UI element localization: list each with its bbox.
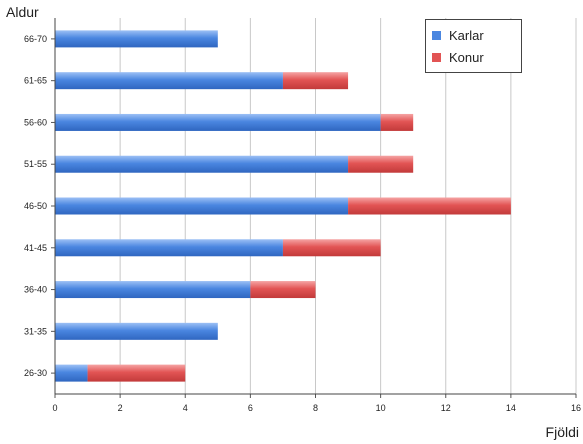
y-tick-label: 41-45: [24, 243, 47, 253]
y-tick-label: 46-50: [24, 201, 47, 211]
y-tick-labels: 26-30 31-35 36-40 41-45 46-50 51-55 56-60 61-65…: [24, 34, 47, 378]
bar-konur-51-55: [348, 155, 414, 173]
bars: [55, 30, 511, 382]
x-tick-label: 4: [183, 403, 188, 413]
y-tick-label: 51-55: [24, 159, 47, 169]
bar-karlar-56-60: [55, 113, 381, 131]
bar-karlar-61-65: [55, 72, 283, 90]
bar-konur-36-40: [250, 281, 316, 299]
bar-karlar-46-50: [55, 197, 349, 215]
bar-karlar-26-30: [55, 364, 88, 382]
bar-karlar-41-45: [55, 239, 283, 257]
legend-swatch-konur: [432, 52, 441, 62]
y-tick-label: 31-35: [24, 326, 47, 336]
bar-konur-26-30: [87, 364, 186, 382]
x-tick-label: 14: [506, 403, 516, 413]
bar-konur-61-65: [282, 72, 349, 90]
bar-konur-41-45: [282, 239, 381, 257]
x-tick-label: 0: [52, 403, 57, 413]
bar-karlar-66-70: [55, 30, 218, 48]
y-tick-label: 61-65: [24, 76, 47, 86]
bar-karlar-36-40: [55, 281, 251, 299]
y-tick-label: 36-40: [24, 285, 47, 295]
legend-label-konur: Konur: [449, 49, 484, 65]
y-tick-label: 66-70: [24, 34, 47, 44]
bar-karlar-31-35: [55, 322, 218, 340]
x-tick-label: 8: [313, 403, 318, 413]
bar-konur-56-60: [380, 113, 414, 131]
bar-konur-46-50: [348, 197, 511, 215]
legend-item-karlar: Karlar: [432, 24, 515, 46]
y-tick-label: 26-30: [24, 368, 47, 378]
y-tick-label: 56-60: [24, 117, 47, 127]
bar-karlar-51-55: [55, 155, 349, 173]
legend-label-karlar: Karlar: [449, 27, 484, 43]
x-tick-label: 6: [248, 403, 253, 413]
x-tick-labels: 0 2 4 6 8 10 12 14 16: [52, 403, 581, 413]
axes: [51, 18, 577, 398]
legend: Karlar Konur: [425, 19, 522, 73]
x-tick-label: 16: [571, 403, 581, 413]
legend-swatch-karlar: [432, 30, 441, 40]
legend-item-konur: Konur: [432, 46, 515, 68]
x-tick-label: 10: [376, 403, 386, 413]
x-tick-label: 12: [441, 403, 451, 413]
y-axis-title: Aldur: [6, 4, 39, 20]
x-tick-label: 2: [118, 403, 123, 413]
x-axis-title: Fjöldi: [545, 424, 579, 440]
